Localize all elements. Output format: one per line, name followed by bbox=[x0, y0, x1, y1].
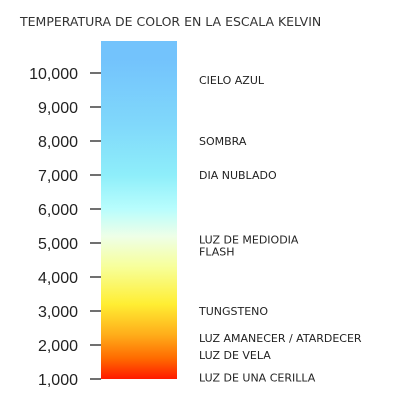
y-tick-label: 9,000 bbox=[38, 100, 78, 117]
annotation-label: TUNGSTENO bbox=[198, 305, 268, 318]
color-temperature-bar bbox=[101, 41, 177, 379]
y-tick-label: 1,000 bbox=[38, 372, 78, 389]
annotation-label: DIA NUBLADO bbox=[199, 169, 277, 182]
annotation-label: FLASH bbox=[199, 246, 235, 259]
y-axis: 10,000 9,000 8,000 7,000 6,000 5,000 4,000 3,00… bbox=[29, 66, 101, 389]
y-tick-label: 8,000 bbox=[38, 134, 78, 151]
y-tick-label: 7,000 bbox=[38, 168, 78, 185]
y-tick-label: 4,000 bbox=[38, 270, 78, 287]
y-tick-label: 3,000 bbox=[38, 304, 78, 321]
annotation-label: LUZ DE MEDIODIA bbox=[199, 234, 299, 247]
chart-title: TEMPERATURA DE COLOR EN LA ESCALA KELVIN bbox=[19, 14, 321, 29]
annotations: CIELO AZUL SOMBRA DIA NUBLADO LUZ DE MEDIOD… bbox=[198, 74, 362, 384]
y-tick-label: 10,000 bbox=[29, 66, 78, 83]
annotation-label: LUZ DE VELA bbox=[199, 349, 271, 362]
annotation-label: CIELO AZUL bbox=[199, 74, 265, 87]
y-tick-label: 5,000 bbox=[38, 236, 78, 253]
annotation-label: SOMBRA bbox=[199, 135, 247, 148]
annotation-label: LUZ DE UNA CERILLA bbox=[199, 371, 316, 384]
annotation-label: LUZ AMANECER / ATARDECER bbox=[199, 332, 362, 345]
y-tick-label: 2,000 bbox=[38, 338, 78, 355]
y-tick-label: 6,000 bbox=[38, 202, 78, 219]
